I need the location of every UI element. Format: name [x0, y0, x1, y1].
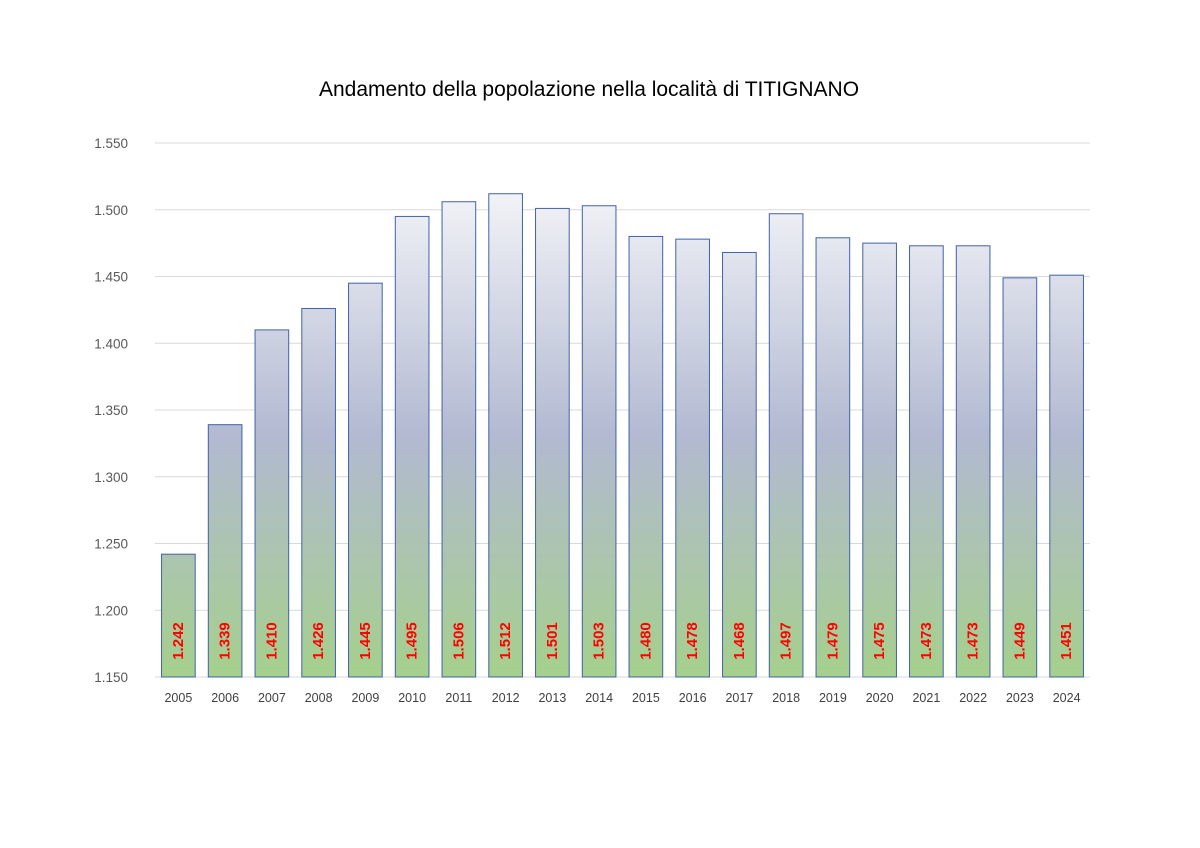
- bar-2005: [161, 553, 196, 678]
- data-label: 1.339: [217, 622, 234, 660]
- data-label: 1.501: [544, 622, 561, 660]
- y-tick-label: 1.150: [94, 670, 128, 685]
- data-label: 1.473: [965, 622, 982, 660]
- bar-2013: [535, 207, 570, 678]
- bar-2021: [909, 245, 944, 678]
- x-tick-label: 2021: [912, 691, 940, 705]
- y-tick-label: 1.250: [94, 537, 128, 552]
- x-tick-label: 2012: [492, 691, 520, 705]
- data-label: 1.473: [918, 622, 935, 660]
- bar-2011: [441, 201, 477, 678]
- x-tick-label: 2024: [1053, 691, 1081, 705]
- bar-2007: [254, 329, 290, 678]
- bar-2019: [815, 237, 851, 678]
- data-label: 1.242: [170, 622, 187, 660]
- y-tick-label: 1.450: [94, 270, 128, 285]
- data-label: 1.512: [497, 622, 514, 660]
- x-tick-label: 2010: [398, 691, 426, 705]
- bar-2024: [1049, 274, 1084, 678]
- bar-2023: [1002, 277, 1038, 678]
- x-tick-label: 2023: [1006, 691, 1034, 705]
- y-axis: 1.150 1.200 1.250 1.300 1.350 1.400 1.450 1.500…: [94, 136, 128, 685]
- x-tick-label: 2022: [959, 691, 987, 705]
- y-tick-label: 1.400: [94, 336, 128, 351]
- bar-2018: [768, 213, 804, 678]
- x-tick-label: 2005: [164, 691, 192, 705]
- bar-2006: [207, 424, 243, 678]
- gridlines: [155, 142, 1090, 678]
- y-tick-label: 1.500: [94, 203, 128, 218]
- data-label: 1.449: [1011, 622, 1028, 660]
- bars: [161, 193, 1084, 678]
- x-tick-label: 2017: [725, 691, 753, 705]
- x-tick-label: 2007: [258, 691, 286, 705]
- x-tick-label: 2020: [866, 691, 894, 705]
- data-label: 1.410: [263, 622, 280, 660]
- data-label: 1.451: [1058, 622, 1075, 660]
- x-tick-label: 2018: [772, 691, 800, 705]
- data-label: 1.506: [450, 622, 467, 660]
- bar-2022: [955, 245, 991, 678]
- y-tick-label: 1.350: [94, 403, 128, 418]
- bar-2014: [581, 205, 617, 678]
- x-tick-label: 2006: [211, 691, 239, 705]
- y-tick-label: 1.200: [94, 603, 128, 618]
- x-tick-label: 2015: [632, 691, 660, 705]
- x-tick-label: 2008: [305, 691, 333, 705]
- data-label: 1.503: [591, 622, 608, 660]
- data-label: 1.497: [778, 622, 795, 660]
- data-label: 1.475: [871, 622, 888, 660]
- data-labels: 1.242 1.339 1.410 1.426 1.445 1.495 1.506 1.512…: [170, 622, 1075, 660]
- data-label: 1.478: [684, 622, 701, 660]
- x-axis: 2005 2006 2007 2008 2009 2010 2011 2012 2013 2014…: [164, 691, 1080, 705]
- x-tick-label: 2013: [538, 691, 566, 705]
- x-tick-label: 2014: [585, 691, 613, 705]
- data-label: 1.480: [637, 622, 654, 660]
- data-label: 1.426: [310, 622, 327, 660]
- x-tick-label: 2011: [445, 691, 472, 705]
- data-label: 1.445: [357, 622, 374, 660]
- x-tick-label: 2016: [679, 691, 707, 705]
- bar-2010: [394, 215, 430, 678]
- y-tick-label: 1.300: [94, 470, 128, 485]
- bar-2009: [348, 282, 383, 678]
- bar-2020: [862, 242, 897, 678]
- bar-2017: [722, 251, 757, 678]
- x-tick-label: 2009: [351, 691, 379, 705]
- bar-2015: [628, 235, 664, 678]
- x-tick-label: 2019: [819, 691, 847, 705]
- data-label: 1.479: [824, 622, 841, 660]
- bar-2008: [301, 308, 336, 678]
- data-label: 1.468: [731, 622, 748, 660]
- bar-2016: [675, 238, 710, 678]
- bar-2012: [488, 193, 523, 678]
- y-tick-label: 1.550: [94, 136, 128, 151]
- chart-title: Andamento della popolazione nella locali…: [319, 78, 859, 101]
- data-label: 1.495: [404, 622, 421, 660]
